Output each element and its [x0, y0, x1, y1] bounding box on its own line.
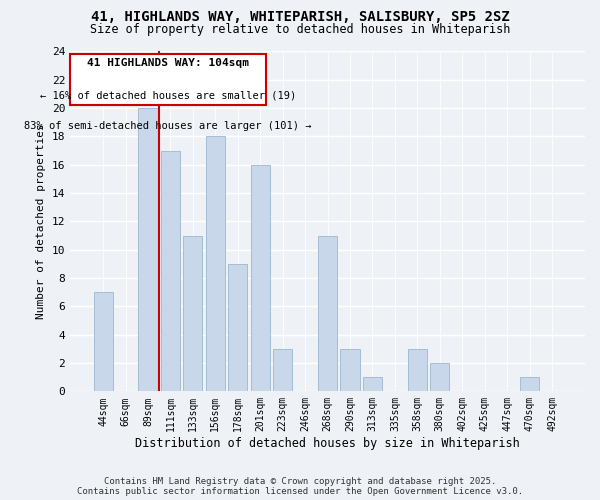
Bar: [94, 292, 113, 392]
Bar: [139, 108, 158, 392]
Bar: [273, 349, 292, 392]
Text: Contains HM Land Registry data © Crown copyright and database right 2025.: Contains HM Land Registry data © Crown c…: [104, 477, 496, 486]
X-axis label: Distribution of detached houses by size in Whiteparish: Distribution of detached houses by size …: [135, 437, 520, 450]
Bar: [228, 264, 247, 392]
Bar: [340, 349, 359, 392]
Y-axis label: Number of detached properties: Number of detached properties: [36, 124, 46, 320]
Text: 41, HIGHLANDS WAY, WHITEPARISH, SALISBURY, SP5 2SZ: 41, HIGHLANDS WAY, WHITEPARISH, SALISBUR…: [91, 10, 509, 24]
Text: 41 HIGHLANDS WAY: 104sqm: 41 HIGHLANDS WAY: 104sqm: [87, 58, 249, 68]
Text: Contains public sector information licensed under the Open Government Licence v3: Contains public sector information licen…: [77, 487, 523, 496]
Bar: [161, 150, 180, 392]
Bar: [251, 165, 270, 392]
Bar: [184, 236, 202, 392]
Bar: [408, 349, 427, 392]
Text: Size of property relative to detached houses in Whiteparish: Size of property relative to detached ho…: [90, 22, 510, 36]
Bar: [318, 236, 337, 392]
Bar: [520, 377, 539, 392]
Bar: [363, 377, 382, 392]
Bar: [206, 136, 225, 392]
Bar: [430, 363, 449, 392]
Text: 83% of semi-detached houses are larger (101) →: 83% of semi-detached houses are larger (…: [25, 120, 312, 130]
FancyBboxPatch shape: [70, 54, 266, 106]
Text: ← 16% of detached houses are smaller (19): ← 16% of detached houses are smaller (19…: [40, 90, 296, 100]
